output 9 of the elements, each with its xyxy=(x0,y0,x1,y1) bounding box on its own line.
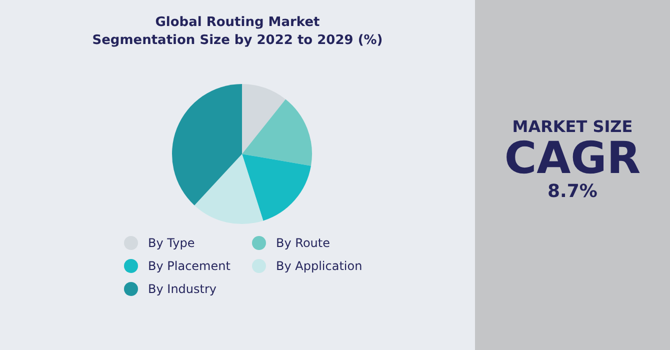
legend-label: By Type xyxy=(148,236,195,250)
legend-label: By Route xyxy=(276,236,330,250)
legend-label: By Application xyxy=(276,258,362,272)
text: MARKET SIZE xyxy=(511,117,634,136)
legend-label: By Industry xyxy=(148,282,217,296)
text: 8.7% xyxy=(546,181,598,202)
legend-label: By Placement xyxy=(148,258,230,272)
chart-title: Global Routing Market Segmentation Size by 2022 to 2029 (%) xyxy=(91,14,384,50)
text: CAGR xyxy=(503,133,642,184)
